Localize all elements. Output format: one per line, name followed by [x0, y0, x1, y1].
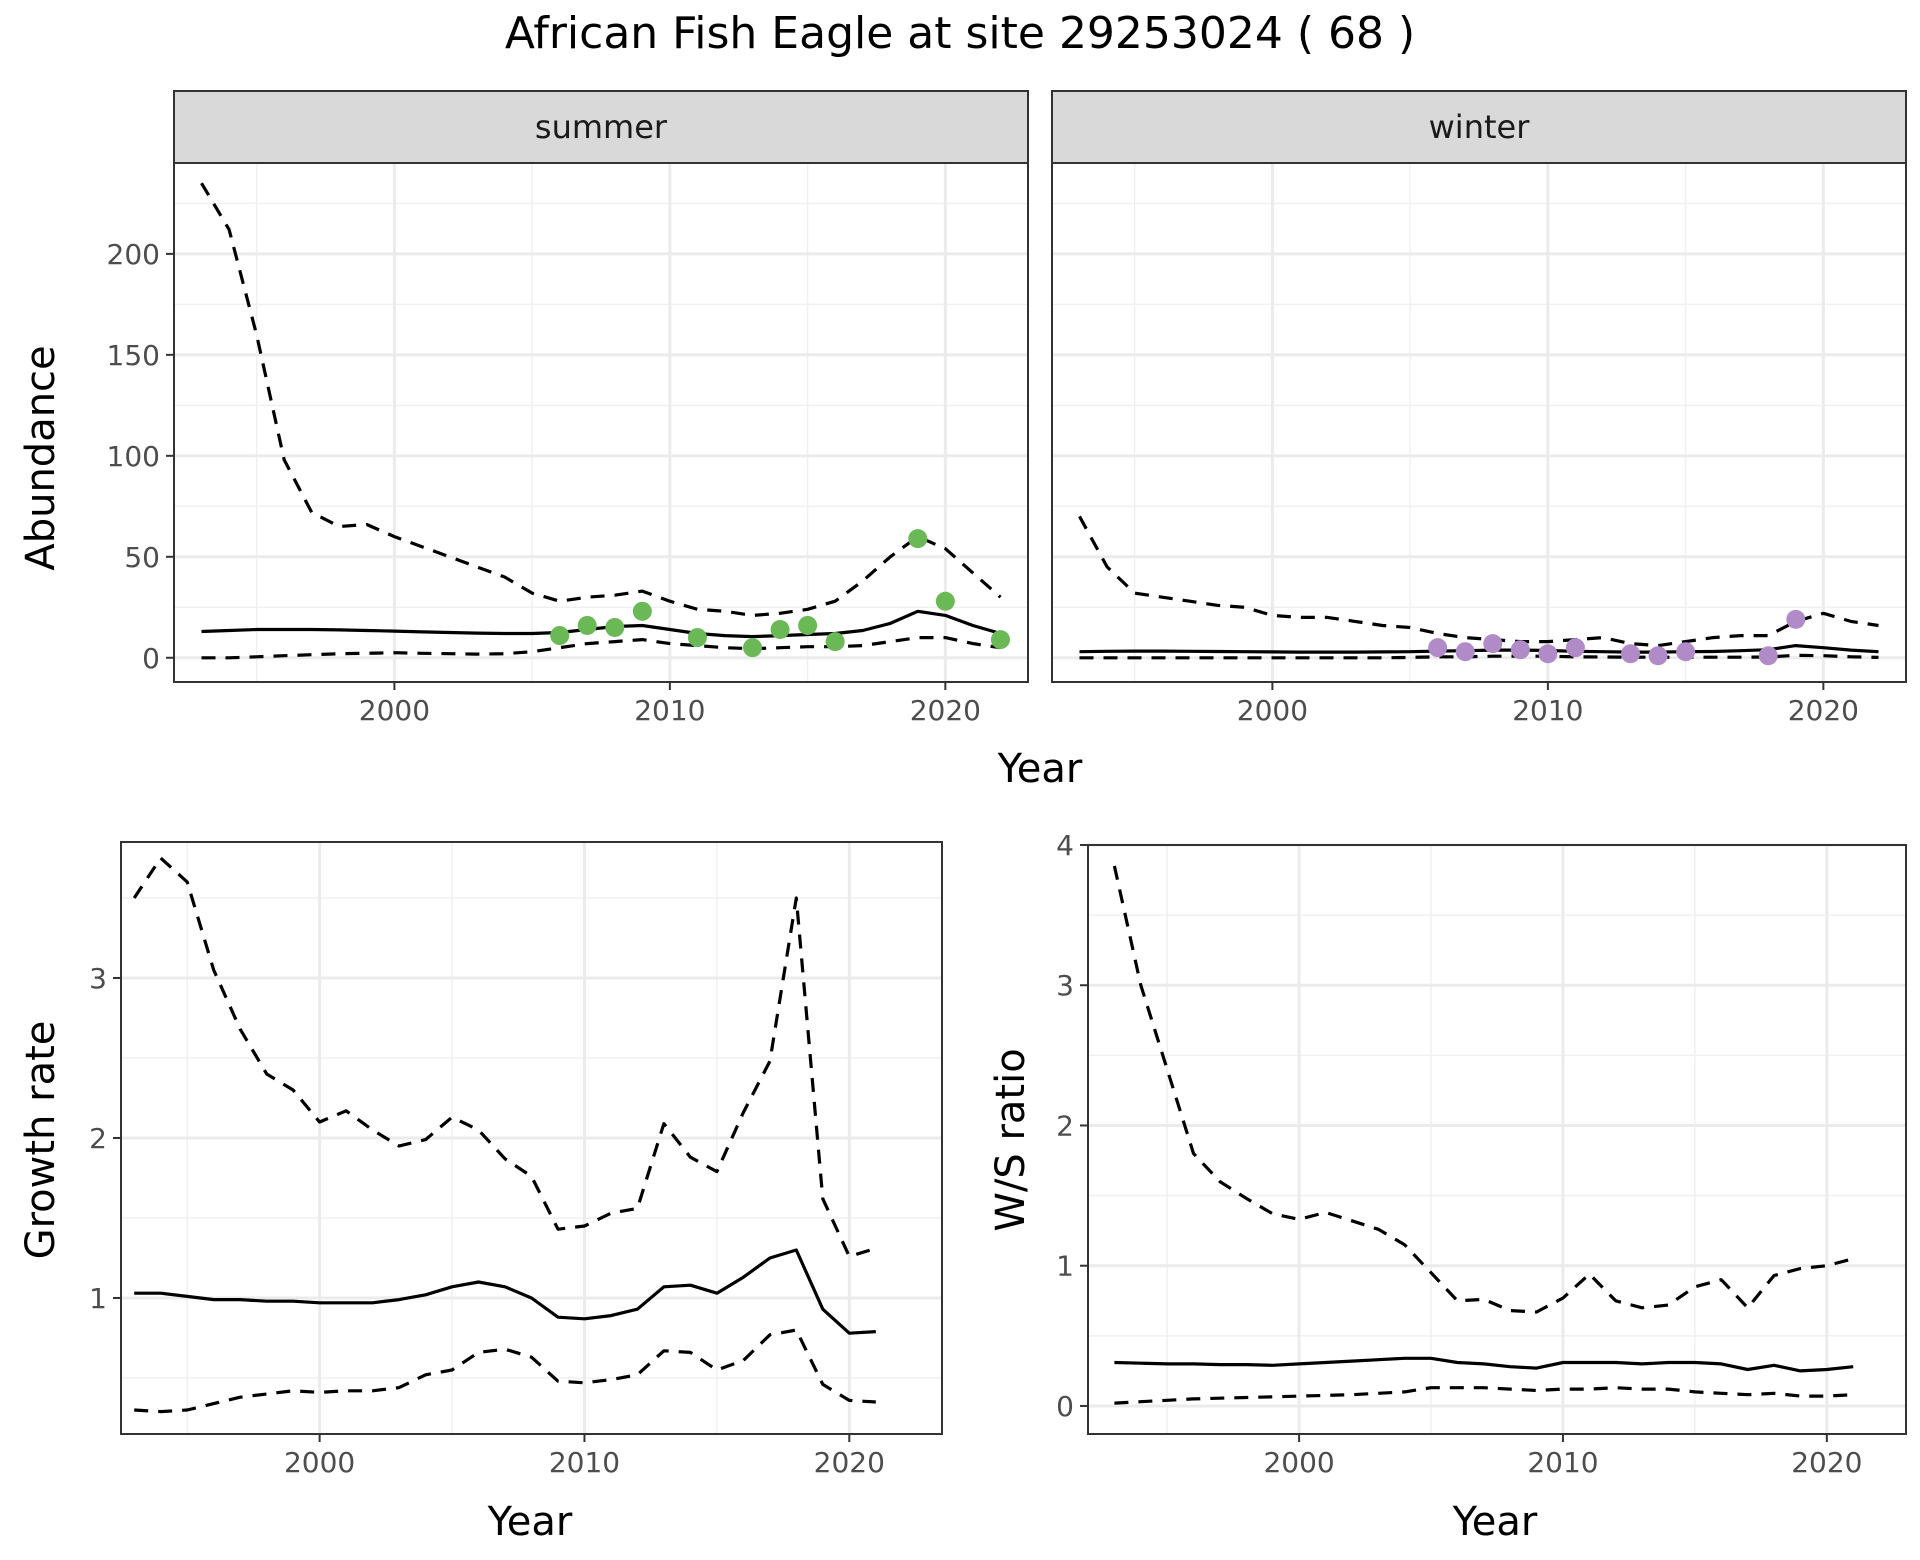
abundance-winter-observed-point — [1455, 642, 1475, 662]
abundance-summer-observed-point — [825, 632, 845, 652]
growth-y-tick-label: 3 — [89, 962, 107, 995]
abundance-summer-y-tick-label: 50 — [124, 541, 160, 574]
abundance-summer-observed-point — [935, 591, 955, 611]
abundance-summer-y-tick-label: 150 — [107, 339, 160, 372]
growth-x-axis-title: Year — [487, 1499, 573, 1545]
abundance-summer-observed-point — [743, 638, 763, 658]
figure-title: African Fish Eagle at site 29253024 ( 68… — [505, 8, 1415, 59]
abundance-winter-observed-point — [1621, 644, 1641, 664]
abundance-winter-panel: 2000 2010 2020 winter — [1051, 90, 1907, 727]
ratio-y-tick-label: 3 — [1056, 969, 1074, 1002]
abundance-summer-observed-point — [990, 630, 1010, 650]
abundance-winter-x-tick-label: 2010 — [1512, 694, 1583, 727]
ratio-x-tick-label: 2020 — [1791, 1446, 1862, 1479]
abundance-summer-upper-bound-line — [200, 182, 1002, 618]
abundance-winter-observed-point — [1565, 638, 1585, 658]
abundance-x-axis-title: Year — [997, 746, 1083, 792]
abundance-winter-observed-point — [1510, 640, 1530, 660]
abundance-summer-x-tick-label: 2010 — [634, 694, 705, 727]
abundance-summer-x-tick-label: 2000 — [359, 694, 430, 727]
abundance-winter-upper-bound-line — [1078, 515, 1879, 648]
ratio-y-tick-label: 2 — [1056, 1109, 1074, 1142]
abundance-winter-mean-line — [1079, 643, 1879, 654]
abundance-winter-x-tick-label: 2020 — [1788, 694, 1859, 727]
growth-y-tick-label: 1 — [89, 1282, 107, 1315]
ratio-x-tick-label: 2010 — [1527, 1446, 1598, 1479]
ratio-y-tick-label: 1 — [1056, 1250, 1074, 1283]
ws-ratio-panel: 2000 2010 2020 0 1 2 3 4 — [1056, 829, 1907, 1479]
ratio-x-tick-label: 2000 — [1263, 1446, 1334, 1479]
abundance-summer-observed-point — [798, 615, 818, 635]
abundance-y-axis-title: Abundance — [18, 345, 64, 570]
abundance-winter-observed-point — [1428, 638, 1448, 658]
abundance-winter-x-tick-label: 2000 — [1237, 694, 1308, 727]
growth-y-axis-title: Growth rate — [18, 1021, 64, 1260]
growth-rate-panel: 2000 2010 2020 1 2 3 — [89, 841, 943, 1479]
abundance-winter-facet-label: winter — [1429, 108, 1531, 146]
ratio-plot-area — [1088, 845, 1906, 1434]
ratio-lower-bound-line — [1114, 1386, 1854, 1405]
ratio-panel-border — [1087, 844, 1907, 1435]
abundance-winter-plot-area — [1052, 163, 1906, 682]
abundance-summer-mean-line — [201, 609, 1001, 639]
growth-upper-bound-line — [132, 856, 877, 1259]
abundance-summer-facet-label: summer — [535, 108, 668, 146]
abundance-winter-observed-point — [1676, 642, 1696, 662]
ratio-y-axis-title: W/S ratio — [988, 1048, 1034, 1231]
growth-x-tick-label: 2010 — [549, 1446, 620, 1479]
ratio-mean-line — [1114, 1356, 1854, 1373]
abundance-winter-observed-point — [1648, 646, 1668, 666]
abundance-summer-observed-point — [577, 615, 597, 635]
ratio-x-axis-title: Year — [1452, 1499, 1538, 1545]
growth-y-tick-label: 2 — [89, 1122, 107, 1155]
abundance-summer-plot-area — [174, 163, 1028, 682]
abundance-summer-panel: 2000 2010 2020 0 50 100 150 200 summer — [107, 90, 1029, 727]
abundance-summer-facet-strip — [173, 90, 1029, 164]
abundance-winter-observed-point — [1538, 644, 1558, 664]
abundance-winter-observed-point — [1786, 609, 1806, 629]
abundance-summer-observed-point — [770, 619, 790, 639]
ratio-y-tick-label: 0 — [1056, 1390, 1074, 1423]
ratio-y-tick-label: 4 — [1056, 829, 1074, 862]
growth-mean-line — [134, 1248, 876, 1335]
abundance-summer-observed-point — [550, 626, 570, 646]
abundance-summer-x-tick-label: 2020 — [910, 694, 981, 727]
abundance-summer-observed-point — [605, 617, 625, 637]
abundance-winter-facet-strip — [1051, 90, 1907, 164]
abundance-summer-observed-point — [908, 529, 928, 549]
growth-x-tick-label: 2000 — [284, 1446, 355, 1479]
growth-x-tick-label: 2020 — [814, 1446, 885, 1479]
abundance-summer-y-tick-label: 0 — [142, 642, 160, 675]
abundance-winter-lower-bound-line — [1079, 653, 1879, 660]
growth-lower-bound-line — [134, 1328, 876, 1414]
abundance-summer-observed-point — [632, 601, 652, 621]
abundance-summer-observed-point — [687, 628, 707, 648]
abundance-summer-y-tick-label: 100 — [107, 440, 160, 473]
abundance-winter-observed-point — [1483, 634, 1503, 654]
abundance-winter-observed-point — [1758, 646, 1778, 666]
abundance-summer-lower-bound-line — [201, 635, 1001, 660]
abundance-summer-y-tick-label: 200 — [107, 238, 160, 271]
